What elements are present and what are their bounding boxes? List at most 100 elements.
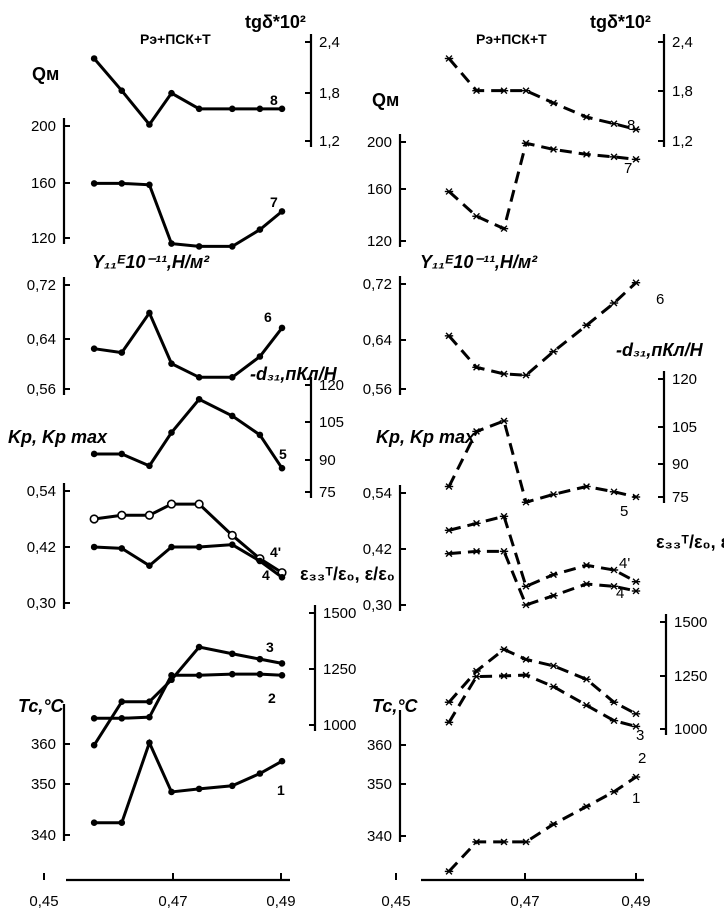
series-5: 5	[90, 395, 287, 472]
data-point	[499, 417, 509, 425]
data-point	[444, 550, 454, 558]
data-point	[609, 717, 619, 725]
series-8: 8	[90, 55, 286, 128]
tick-label: 1,2	[319, 133, 340, 150]
data-point	[146, 739, 153, 747]
tick-label: 0,64	[363, 332, 392, 349]
x-tick-label: 0,47	[510, 893, 539, 910]
data-point	[631, 710, 641, 718]
data-point	[472, 673, 481, 681]
series-line	[447, 647, 637, 716]
data-point	[228, 670, 236, 678]
marker-stroke	[632, 710, 640, 718]
series-3: 3	[90, 639, 286, 749]
tick-label: 0,64	[27, 331, 56, 348]
data-point	[117, 510, 127, 520]
data-point	[118, 87, 126, 94]
data-point	[144, 510, 154, 520]
data-point	[549, 662, 558, 670]
data-point	[228, 243, 236, 250]
tick-label: 1000	[323, 717, 356, 734]
tick-label: 350	[31, 776, 56, 793]
marker-stroke	[445, 526, 453, 534]
marker-stroke	[500, 87, 508, 95]
series-1: 1	[444, 773, 640, 875]
marker-stroke	[550, 490, 557, 498]
data-point	[549, 683, 558, 691]
axis-Qm: 120 160 200	[367, 134, 406, 250]
axis-title-Qm: Qм	[32, 64, 59, 84]
data-point	[499, 672, 509, 680]
series-line	[93, 309, 284, 379]
data-point	[90, 543, 98, 551]
axis-d31: 75 90 105 120	[658, 371, 697, 506]
axis-title-Tc: Tc,°C	[372, 696, 419, 716]
series-4: 4	[444, 547, 641, 609]
data-point	[118, 714, 126, 722]
tick-label: 1000	[674, 721, 707, 738]
marker-stroke	[632, 126, 640, 133]
marker-stroke	[500, 225, 508, 233]
series-line	[94, 543, 283, 579]
data-point	[146, 121, 153, 128]
data-point	[609, 299, 619, 307]
data-point	[609, 698, 619, 706]
data-point	[118, 545, 126, 552]
axis-tgd: 1,2 1,8 2,4	[658, 34, 693, 150]
marker-stroke	[632, 773, 640, 781]
marker-stroke	[550, 571, 557, 579]
axis-eps: 1000 1250 1500	[309, 605, 356, 734]
series-line	[94, 397, 284, 470]
tick-label: 340	[367, 828, 392, 845]
series-line	[447, 775, 637, 873]
data-point	[90, 741, 98, 749]
data-point	[631, 493, 641, 501]
tick-label: 0,42	[27, 539, 56, 556]
tick-label: 0,42	[363, 541, 392, 558]
marker-stroke	[500, 672, 508, 680]
tick-label: 90	[672, 456, 689, 473]
x-axis: 0,45 0,47 0,49	[29, 873, 296, 910]
marker-stroke	[583, 580, 590, 588]
axis-d31: 75 90 105 120	[305, 377, 344, 501]
tick-label: 0,56	[363, 381, 392, 398]
tick-label: 0,56	[27, 381, 56, 398]
marker-stroke	[473, 519, 480, 527]
marker-stroke	[632, 578, 640, 586]
data-point	[228, 412, 236, 420]
marker-stroke	[522, 371, 530, 379]
data-point	[444, 867, 454, 875]
series-2: 2	[90, 670, 286, 722]
data-point	[582, 580, 591, 588]
data-point	[582, 150, 591, 158]
marker-stroke	[610, 488, 618, 496]
data-point	[146, 462, 153, 470]
series-label: 6	[656, 291, 664, 308]
data-point	[146, 309, 153, 317]
data-point	[168, 240, 175, 247]
tick-label: 1,8	[319, 85, 340, 102]
series-2: 2	[444, 671, 646, 767]
axis-title-d31: -d₃₁,пКл/Н	[616, 340, 704, 360]
series-line	[447, 418, 637, 505]
marker-stroke	[583, 483, 590, 490]
tick-label: 0,54	[363, 485, 392, 502]
data-point	[168, 671, 175, 679]
data-point	[90, 819, 98, 826]
data-point	[631, 722, 641, 730]
tick-label: 120	[31, 230, 56, 247]
tick-label: 2,4	[672, 34, 693, 51]
marker-stroke	[473, 673, 480, 681]
data-point	[631, 155, 641, 163]
right-panel: Рэ+ПСК+Т1,21,82,41201602000,560,640,7275…	[363, 12, 724, 910]
data-point	[582, 113, 591, 121]
axis-title-eps: ε₃₃ᵀ/ε₀, ε/ε₀	[300, 564, 395, 584]
tick-label: 90	[319, 452, 336, 469]
series-line	[93, 502, 283, 574]
series-label: 7	[624, 160, 632, 177]
data-point	[89, 514, 99, 524]
data-point	[609, 788, 619, 796]
series-line	[447, 281, 638, 377]
marker-stroke	[550, 662, 557, 670]
axis-title-Y: Y₁₁ᴱ10⁻¹¹,Н/м²	[420, 252, 538, 272]
